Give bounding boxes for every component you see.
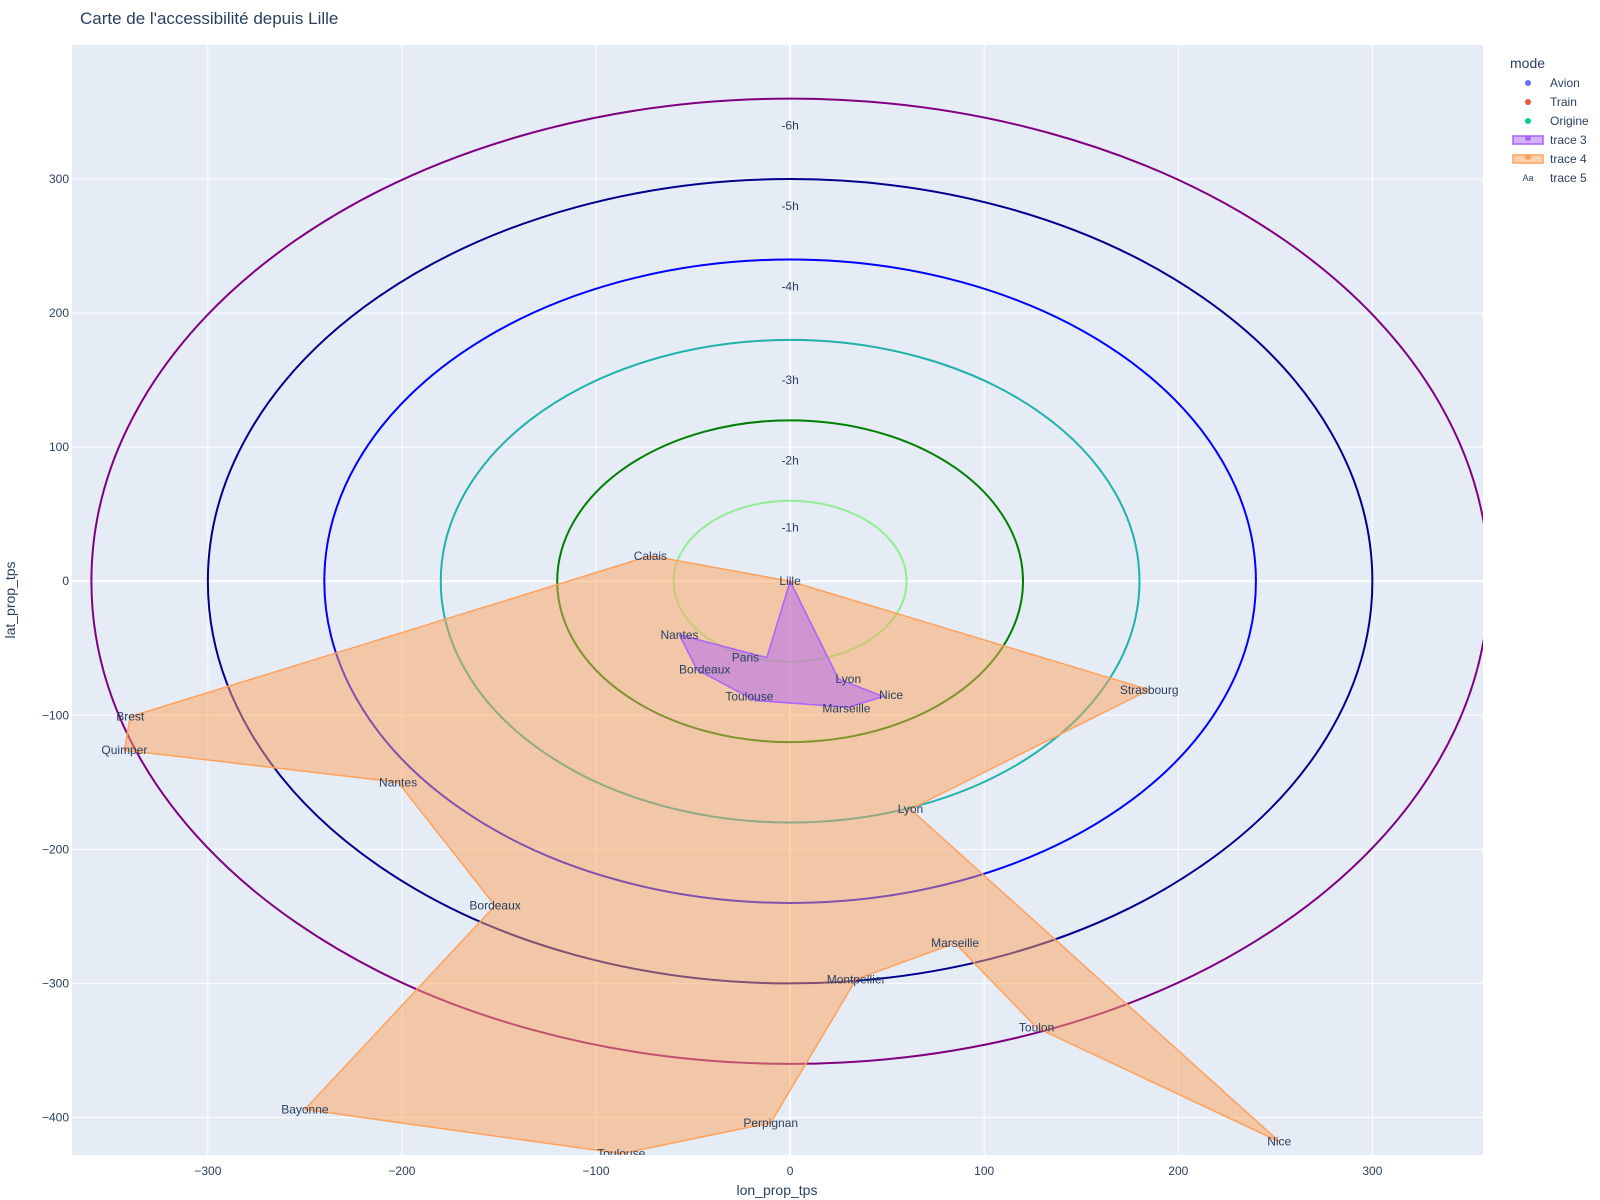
- x-tick-label: −200: [388, 1164, 415, 1178]
- legend-label: trace 3: [1550, 133, 1587, 147]
- city-label: Nantes: [379, 775, 417, 789]
- ring-label: -3h: [781, 373, 798, 387]
- city-label: Toulouse: [725, 690, 773, 704]
- city-label: Paris: [732, 651, 759, 665]
- legend-label: trace 4: [1550, 152, 1587, 166]
- legend-label: Origine: [1550, 114, 1589, 128]
- city-label: Bordeaux: [679, 663, 730, 677]
- city-label: Perpignan: [743, 1116, 798, 1130]
- city-label: Bayonne: [281, 1102, 329, 1116]
- x-axis-title: lon_prop_tps: [737, 1182, 818, 1198]
- ring-label: -6h: [781, 118, 798, 132]
- legend: mode Avion Train Origine trace 3 trace 4 Aa tr…: [1510, 55, 1589, 185]
- x-tick-label: 100: [974, 1164, 994, 1178]
- area-trace-4: [123, 555, 1280, 1155]
- city-label: Montpellier: [827, 972, 886, 986]
- legend-marker-icon: [1525, 135, 1531, 141]
- x-tick-label: 300: [1362, 1164, 1382, 1178]
- legend-dot-icon: [1525, 118, 1531, 124]
- city-label: Lyon: [836, 672, 862, 686]
- ring-label: -2h: [781, 454, 798, 468]
- legend-label: Train: [1550, 95, 1577, 109]
- ring-label: -1h: [781, 521, 798, 535]
- legend-item-avion[interactable]: Avion: [1525, 76, 1580, 90]
- y-tick-label: 0: [62, 574, 69, 588]
- city-label: Strasbourg: [1120, 683, 1179, 697]
- city-labels: Lille Calais Strasbourg Lyon Nice Toulon Marse…: [101, 549, 1291, 1161]
- chart-title: Carte de l'accessibilité depuis Lille: [80, 9, 338, 28]
- legend-item-origine[interactable]: Origine: [1525, 114, 1589, 128]
- ring-labels: -1h -2h -3h -4h -5h -6h: [781, 118, 798, 534]
- city-label: Lille: [779, 574, 801, 588]
- y-tick-label: 300: [49, 172, 69, 186]
- legend-item-train[interactable]: Train: [1525, 95, 1577, 109]
- city-label: Toulon: [1019, 1021, 1054, 1035]
- legend-text-icon: Aa: [1522, 173, 1533, 183]
- ring-label: -5h: [781, 199, 798, 213]
- legend-title: mode: [1510, 55, 1545, 71]
- legend-dot-icon: [1525, 80, 1531, 86]
- x-tick-label: −100: [583, 1164, 610, 1178]
- legend-marker-icon: [1525, 154, 1531, 160]
- x-tick-label: 0: [787, 1164, 794, 1178]
- y-tick-label: 100: [49, 440, 69, 454]
- city-label: Nice: [1267, 1135, 1291, 1149]
- city-label: Lyon: [898, 802, 924, 816]
- y-tick-label: −200: [42, 842, 69, 856]
- y-axis-ticks: 300 200 100 0 −100 −200 −300 −400: [42, 172, 69, 1124]
- city-label: Marseille: [931, 936, 979, 950]
- y-tick-label: 200: [49, 306, 69, 320]
- y-axis-title: lat_prop_tps: [2, 561, 18, 638]
- x-tick-label: −300: [194, 1164, 221, 1178]
- y-tick-label: −300: [42, 976, 69, 990]
- y-tick-label: −400: [42, 1110, 69, 1124]
- city-label: Bordeaux: [469, 899, 520, 913]
- city-label: Calais: [634, 549, 667, 563]
- legend-label: trace 5: [1550, 171, 1587, 185]
- legend-item-trace-5[interactable]: Aa trace 5: [1522, 171, 1587, 185]
- area-trace-3: [678, 580, 885, 708]
- x-axis-ticks: −300 −200 −100 0 100 200 300: [194, 1164, 1382, 1178]
- legend-item-trace-4[interactable]: trace 4: [1512, 152, 1587, 166]
- city-label: Marseille: [822, 702, 870, 716]
- y-tick-label: −100: [42, 708, 69, 722]
- city-label: Quimper: [101, 743, 147, 757]
- city-label: Toulouse: [597, 1147, 645, 1161]
- legend-dot-icon: [1525, 99, 1531, 105]
- ring-label: -4h: [781, 279, 798, 293]
- x-tick-label: 200: [1168, 1164, 1188, 1178]
- accessibility-areas: [123, 555, 1280, 1155]
- city-label: Nice: [879, 688, 903, 702]
- legend-label: Avion: [1550, 76, 1580, 90]
- legend-item-trace-3[interactable]: trace 3: [1512, 133, 1587, 147]
- city-label: Nantes: [660, 628, 698, 642]
- city-label: Brest: [116, 710, 145, 724]
